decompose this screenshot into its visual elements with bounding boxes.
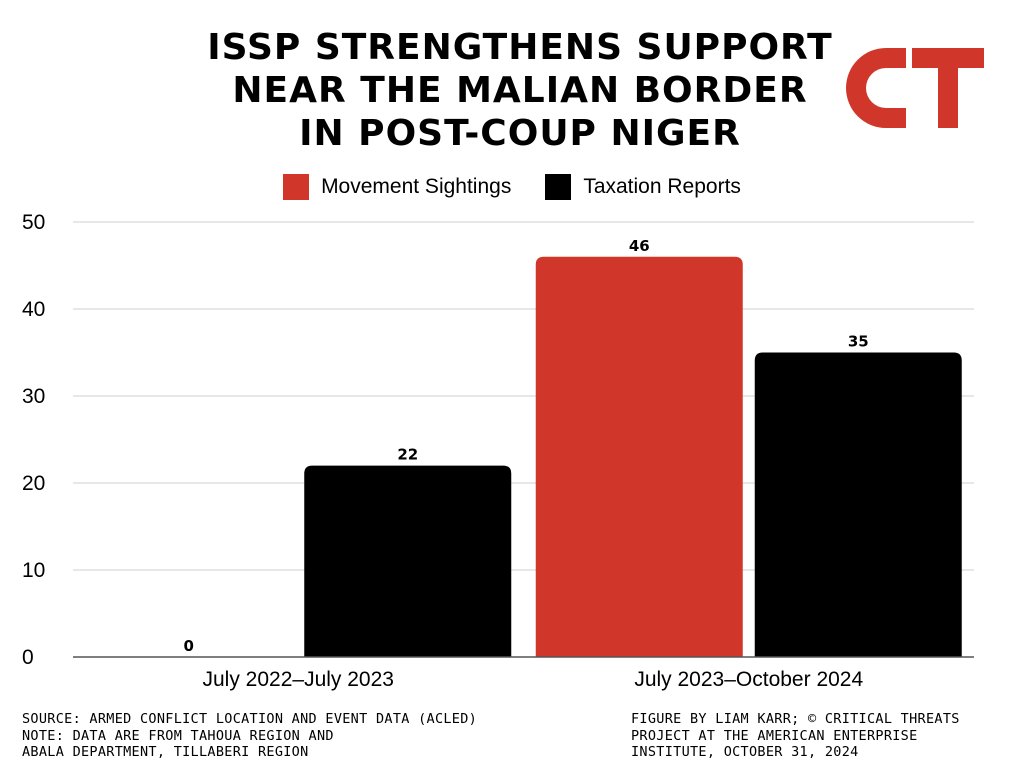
legend-label-taxation: Taxation Reports bbox=[583, 175, 741, 198]
data-label: 35 bbox=[848, 333, 869, 351]
x-tick-label: July 2023–October 2024 bbox=[634, 668, 863, 691]
chart-title: ISSP STRENGTHENS SUPPORT NEAR THE MALIAN… bbox=[150, 26, 890, 155]
credit-note: FIGURE BY LIAM KARR; © CRITICAL THREATS … bbox=[631, 711, 960, 761]
title-line: NEAR THE MALIAN BORDER bbox=[232, 70, 808, 111]
data-label: 22 bbox=[397, 446, 418, 464]
y-tick-label: 30 bbox=[22, 385, 45, 408]
ct-logo: CT bbox=[846, 48, 984, 128]
source-line: SOURCE: ARMED CONFLICT LOCATION AND EVEN… bbox=[22, 711, 478, 727]
bar bbox=[304, 465, 512, 657]
x-tick-label: July 2022–July 2023 bbox=[203, 668, 394, 691]
credit-line: INSTITUTE, OCTOBER 31, 2024 bbox=[631, 744, 859, 760]
title-line: ISSP STRENGTHENS SUPPORT bbox=[207, 27, 833, 68]
legend-item-taxation: Taxation Reports bbox=[545, 174, 741, 200]
y-tick-label: 40 bbox=[22, 298, 45, 321]
y-tick-label: 20 bbox=[22, 472, 45, 495]
source-note: SOURCE: ARMED CONFLICT LOCATION AND EVEN… bbox=[22, 711, 477, 761]
legend-swatch-movement bbox=[283, 174, 310, 200]
title-line: IN POST-COUP NIGER bbox=[299, 113, 741, 154]
y-tick-label: 10 bbox=[22, 559, 45, 582]
y-tick-label: 0 bbox=[22, 646, 34, 669]
note-line: ABALA DEPARTMENT, TILLABERI REGION bbox=[22, 744, 309, 760]
data-label: 46 bbox=[629, 237, 650, 255]
data-label: 0 bbox=[184, 637, 194, 655]
legend-item-movement: Movement Sightings bbox=[283, 174, 511, 200]
credit-line: PROJECT AT THE AMERICAN ENTERPRISE bbox=[631, 727, 918, 744]
chart-legend: Movement Sightings Taxation Reports bbox=[0, 174, 1024, 200]
credit-line: FIGURE BY LIAM KARR; © CRITICAL THREATS bbox=[631, 711, 960, 727]
bar bbox=[535, 256, 743, 657]
legend-swatch-taxation bbox=[545, 174, 572, 200]
y-tick-label: 50 bbox=[22, 211, 45, 234]
note-line: NOTE: DATA ARE FROM TAHOUA REGION AND bbox=[22, 727, 334, 744]
bar bbox=[754, 352, 962, 657]
logo-letter-c bbox=[846, 48, 906, 128]
legend-label-movement: Movement Sightings bbox=[321, 175, 512, 198]
bar-chart: 0 10 20 30 40 50 0 22 July 2022–July 2023 46 35 Jul… bbox=[22, 211, 974, 691]
logo-letter-t bbox=[912, 48, 984, 128]
